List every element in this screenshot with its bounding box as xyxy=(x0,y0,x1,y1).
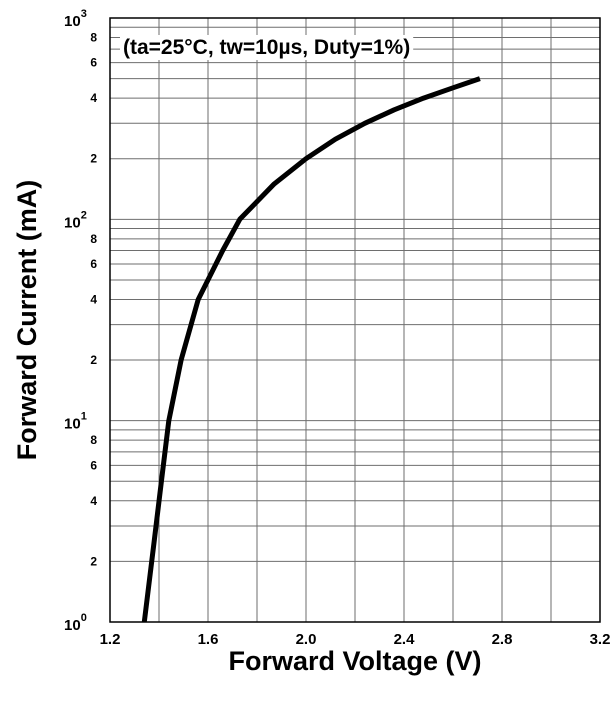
y-minor-tick-label: 2 xyxy=(90,152,97,166)
grid-lines xyxy=(110,18,600,622)
y-minor-tick-label: 8 xyxy=(90,232,97,246)
y-decade-tick-label: 103 xyxy=(64,8,87,30)
x-tick-label: 1.6 xyxy=(198,631,219,648)
y-minor-tick-label: 6 xyxy=(90,56,97,70)
annotation-background xyxy=(120,35,414,60)
x-tick-label: 2.8 xyxy=(492,631,513,648)
y-minor-tick-label: 4 xyxy=(90,292,97,306)
y-axis-label: Forward Current (mA) xyxy=(12,180,42,461)
y-minor-tick-label: 4 xyxy=(90,494,97,508)
test-conditions-annotation: (ta=25°C, tw=10µs, Duty=1%) xyxy=(123,36,410,59)
x-tick-label: 2.4 xyxy=(394,631,416,648)
y-minor-tick-label: 6 xyxy=(90,257,97,271)
y-minor-tick-label: 8 xyxy=(90,433,97,447)
x-tick-label: 2.0 xyxy=(296,631,317,648)
y-minor-tick-label: 2 xyxy=(90,353,97,367)
x-tick-labels: 1.2 1.6 2.0 2.4 2.8 3.2 xyxy=(100,631,611,648)
y-minor-tick-label: 8 xyxy=(90,31,97,45)
y-minor-tick-label: 6 xyxy=(90,458,97,472)
x-axis-label: Forward Voltage (V) xyxy=(228,646,481,676)
y-tick-labels: 100 101 102 103 2 4 6 8 2 4 6 8 2 4 6 8 xyxy=(64,8,97,634)
series-line xyxy=(141,76,481,623)
x-tick-label: 1.2 xyxy=(100,631,121,648)
y-decade-tick-label: 101 xyxy=(64,411,87,433)
y-decade-tick-label: 100 xyxy=(64,612,87,634)
y-minor-tick-label: 4 xyxy=(90,91,97,105)
y-decade-tick-label: 102 xyxy=(64,209,87,231)
x-tick-label: 3.2 xyxy=(590,631,611,648)
y-minor-tick-label: 2 xyxy=(90,554,97,568)
plot-frame xyxy=(109,17,601,623)
